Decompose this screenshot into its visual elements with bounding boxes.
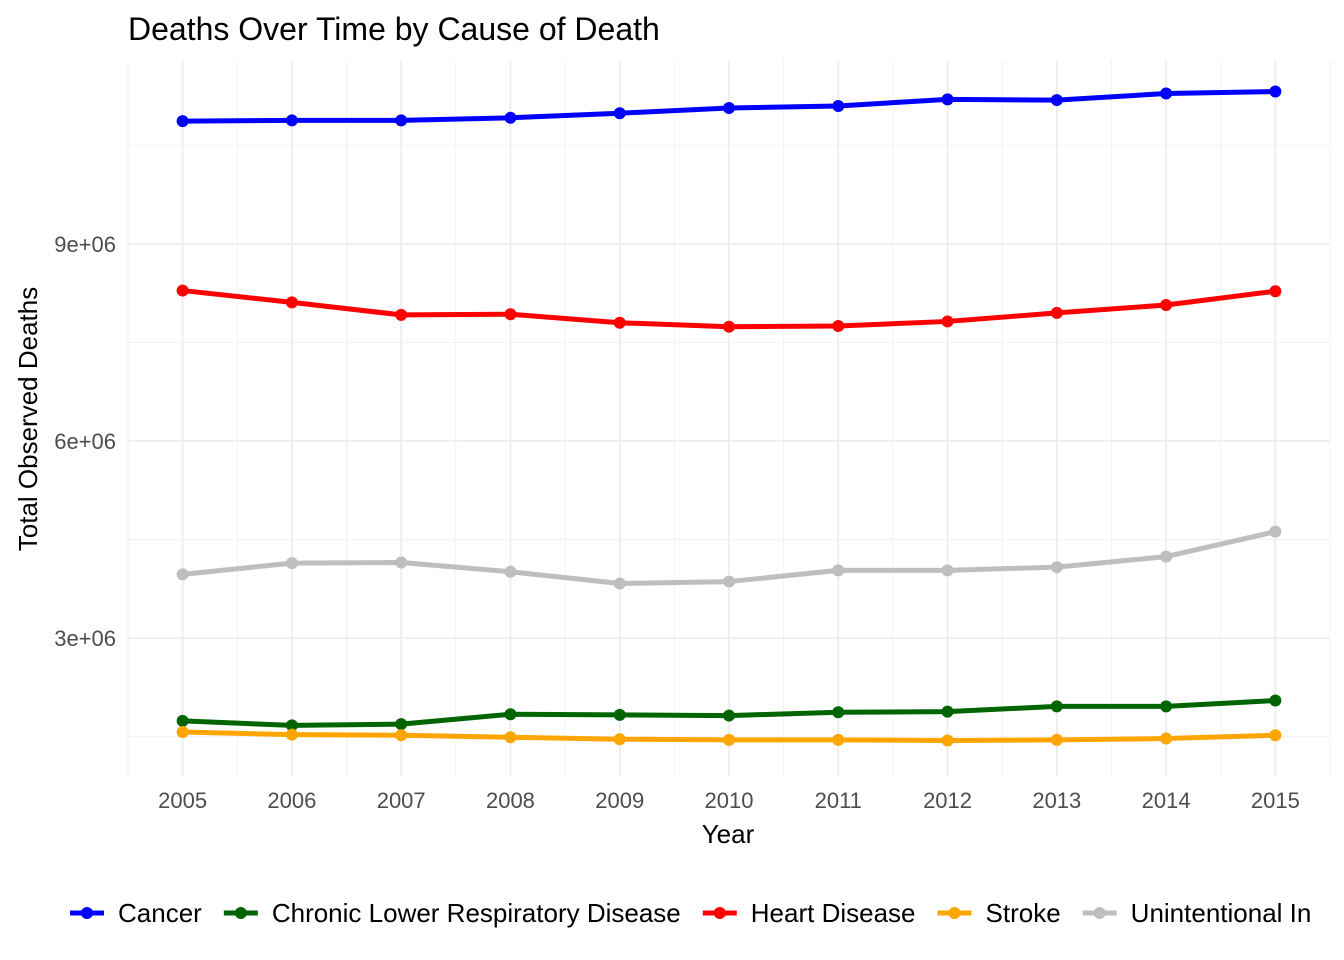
data-point bbox=[1160, 550, 1173, 563]
data-point bbox=[1050, 561, 1063, 574]
legend-item: Heart Disease bbox=[702, 898, 916, 928]
data-point bbox=[285, 719, 298, 732]
x-tick-label: 2008 bbox=[486, 788, 535, 813]
x-tick-label: 2006 bbox=[267, 788, 316, 813]
series-heart-disease bbox=[176, 284, 1282, 333]
series-chronic-lower-respiratory-disease bbox=[176, 694, 1282, 732]
legend-label: Cancer bbox=[118, 898, 202, 928]
data-point bbox=[285, 114, 298, 127]
data-point bbox=[1050, 306, 1063, 319]
data-point bbox=[613, 316, 626, 329]
data-point bbox=[941, 734, 954, 747]
data-point bbox=[1050, 94, 1063, 107]
x-tick-label: 2012 bbox=[923, 788, 972, 813]
x-tick-label: 2013 bbox=[1032, 788, 1081, 813]
data-point bbox=[395, 718, 408, 731]
data-point bbox=[176, 284, 189, 297]
data-point bbox=[613, 708, 626, 721]
legend-swatch-point bbox=[1093, 907, 1106, 919]
data-point bbox=[1269, 694, 1282, 707]
chart-title: Deaths Over Time by Cause of Death bbox=[128, 11, 660, 47]
data-point bbox=[613, 107, 626, 120]
x-tick-label: 2007 bbox=[377, 788, 426, 813]
data-point bbox=[395, 556, 408, 569]
data-point bbox=[504, 308, 517, 321]
data-point bbox=[1160, 732, 1173, 745]
y-tick-label: 6e+06 bbox=[54, 429, 116, 454]
data-point bbox=[395, 729, 408, 742]
legend-item: Stroke bbox=[937, 898, 1061, 928]
series-stroke bbox=[176, 725, 1282, 747]
data-point bbox=[832, 320, 845, 333]
legend-swatch-point bbox=[81, 907, 93, 919]
data-point bbox=[285, 728, 298, 741]
legend-swatch-point bbox=[713, 907, 726, 919]
data-point bbox=[395, 114, 408, 127]
data-point bbox=[504, 731, 517, 744]
series-group bbox=[176, 85, 1282, 747]
data-point bbox=[941, 315, 954, 328]
y-tick-label: 9e+06 bbox=[54, 232, 116, 257]
data-point bbox=[723, 733, 735, 746]
data-point bbox=[723, 575, 735, 588]
x-tick-label: 2014 bbox=[1142, 788, 1191, 813]
legend-label: Heart Disease bbox=[751, 898, 916, 928]
data-point bbox=[1160, 299, 1173, 312]
data-point bbox=[832, 706, 845, 719]
data-point bbox=[613, 733, 626, 746]
data-point bbox=[1050, 733, 1063, 746]
data-point bbox=[1269, 729, 1282, 742]
series-cancer bbox=[176, 85, 1282, 128]
y-tick-label: 3e+06 bbox=[54, 626, 116, 651]
data-point bbox=[285, 557, 298, 570]
grid bbox=[127, 60, 1331, 776]
data-point bbox=[176, 568, 189, 581]
x-tick-label: 2011 bbox=[815, 788, 862, 813]
data-point bbox=[832, 733, 845, 746]
data-point bbox=[1269, 525, 1282, 538]
data-point bbox=[1269, 85, 1282, 98]
x-tick-label: 2015 bbox=[1251, 788, 1300, 813]
data-point bbox=[395, 308, 408, 321]
data-point bbox=[176, 714, 189, 727]
series-unintentional-in bbox=[176, 525, 1282, 590]
legend-item: Unintentional In bbox=[1082, 898, 1312, 928]
data-point bbox=[1160, 87, 1173, 100]
data-point bbox=[941, 564, 954, 577]
data-point bbox=[285, 296, 298, 309]
data-point bbox=[723, 320, 735, 333]
legend-label: Stroke bbox=[986, 898, 1061, 928]
legend-swatch-point bbox=[948, 907, 961, 919]
data-point bbox=[941, 93, 954, 106]
data-point bbox=[504, 708, 517, 721]
data-point bbox=[504, 565, 517, 578]
data-point bbox=[1269, 285, 1282, 298]
data-point bbox=[832, 564, 845, 577]
data-point bbox=[176, 115, 189, 128]
legend-item: Cancer bbox=[70, 898, 202, 928]
data-point bbox=[1160, 700, 1173, 713]
data-point bbox=[723, 101, 735, 114]
x-tick-labels: 2005 2006 2007 2008 2009 2010 2011 2012 2013 2014… bbox=[158, 788, 1300, 813]
legend-swatch-point bbox=[234, 907, 247, 919]
legend-label: Unintentional In bbox=[1131, 898, 1312, 928]
x-tick-label: 2009 bbox=[595, 788, 644, 813]
data-point bbox=[613, 577, 626, 590]
data-point bbox=[176, 725, 189, 738]
x-axis-title: Year bbox=[702, 819, 755, 849]
data-point bbox=[1050, 700, 1063, 713]
x-tick-label: 2010 bbox=[705, 788, 754, 813]
x-tick-label: 2005 bbox=[158, 788, 207, 813]
data-point bbox=[504, 111, 517, 124]
legend-label: Chronic Lower Respiratory Disease bbox=[272, 898, 681, 928]
legend-item: Chronic Lower Respiratory Disease bbox=[223, 898, 681, 928]
y-axis-title: Total Observed Deaths bbox=[13, 287, 43, 551]
data-point bbox=[832, 99, 845, 112]
legend: Cancer Chronic Lower Respiratory Disease H… bbox=[70, 898, 1311, 928]
y-tick-labels: 3e+06 6e+06 9e+06 bbox=[54, 232, 116, 651]
data-point bbox=[723, 709, 735, 722]
data-point bbox=[941, 705, 954, 718]
